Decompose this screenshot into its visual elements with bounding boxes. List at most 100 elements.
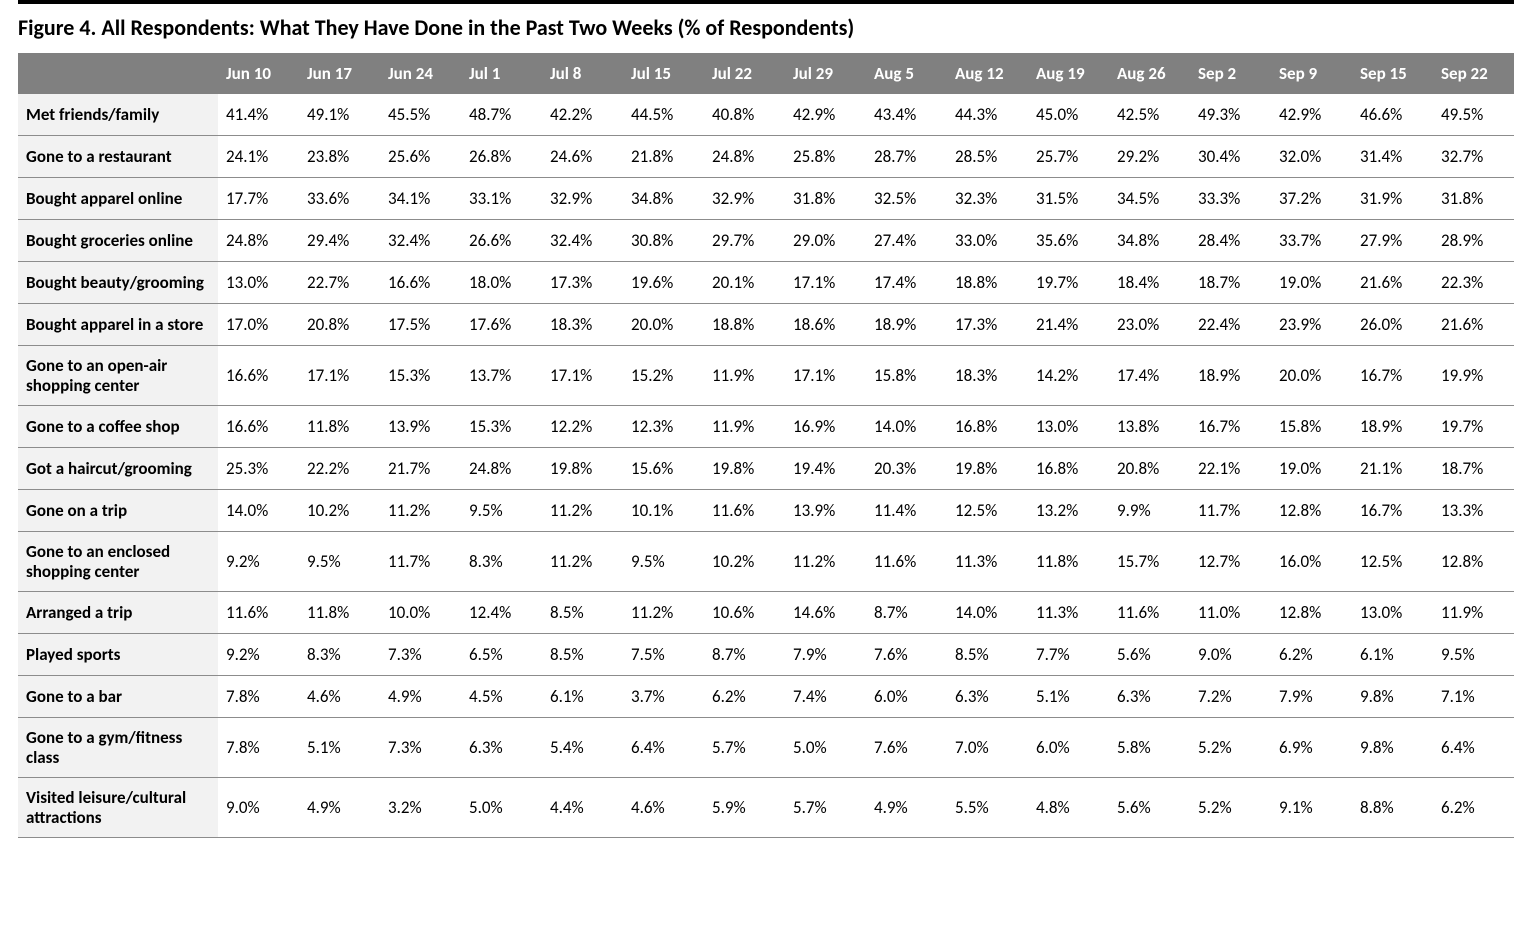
cell: 7.3% [380, 718, 461, 778]
cell: 26.0% [1352, 304, 1433, 346]
cell: 19.9% [1433, 346, 1514, 406]
cell: 17.3% [542, 262, 623, 304]
cell: 8.3% [299, 634, 380, 676]
cell: 20.3% [866, 448, 947, 490]
cell: 23.0% [1109, 304, 1190, 346]
cell: 44.5% [623, 94, 704, 136]
cell: 12.8% [1271, 592, 1352, 634]
cell: 48.7% [461, 94, 542, 136]
table-row: Bought beauty/grooming13.0%22.7%16.6%18.… [18, 262, 1514, 304]
cell: 19.4% [785, 448, 866, 490]
cell: 9.0% [1190, 634, 1271, 676]
row-label: Bought apparel online [18, 178, 218, 220]
cell: 20.1% [704, 262, 785, 304]
cell: 17.7% [218, 178, 299, 220]
cell: 4.8% [1028, 778, 1109, 838]
figure-title: Figure 4. All Respondents: What They Hav… [18, 14, 1514, 41]
figure-container: Figure 4. All Respondents: What They Hav… [0, 0, 1532, 862]
row-label: Met friends/family [18, 94, 218, 136]
row-label: Bought beauty/grooming [18, 262, 218, 304]
cell: 29.2% [1109, 136, 1190, 178]
cell: 8.5% [947, 634, 1028, 676]
cell: 15.6% [623, 448, 704, 490]
cell: 6.0% [866, 676, 947, 718]
cell: 33.3% [1190, 178, 1271, 220]
cell: 12.3% [623, 406, 704, 448]
cell: 4.4% [542, 778, 623, 838]
cell: 6.9% [1271, 718, 1352, 778]
row-label: Arranged a trip [18, 592, 218, 634]
cell: 31.5% [1028, 178, 1109, 220]
cell: 13.3% [1433, 490, 1514, 532]
cell: 13.8% [1109, 406, 1190, 448]
cell: 8.7% [866, 592, 947, 634]
cell: 6.4% [1433, 718, 1514, 778]
cell: 16.7% [1352, 490, 1433, 532]
cell: 37.2% [1271, 178, 1352, 220]
cell: 34.8% [1109, 220, 1190, 262]
column-header: Sep 15 [1352, 53, 1433, 94]
cell: 13.2% [1028, 490, 1109, 532]
cell: 18.8% [704, 304, 785, 346]
cell: 9.5% [299, 532, 380, 592]
cell: 29.4% [299, 220, 380, 262]
cell: 15.8% [866, 346, 947, 406]
cell: 14.0% [218, 490, 299, 532]
cell: 20.0% [623, 304, 704, 346]
cell: 30.4% [1190, 136, 1271, 178]
cell: 28.9% [1433, 220, 1514, 262]
cell: 20.8% [299, 304, 380, 346]
cell: 11.3% [1028, 592, 1109, 634]
cell: 6.5% [461, 634, 542, 676]
table-row: Bought groceries online24.8%29.4%32.4%26… [18, 220, 1514, 262]
row-label: Played sports [18, 634, 218, 676]
cell: 49.3% [1190, 94, 1271, 136]
cell: 15.2% [623, 346, 704, 406]
cell: 19.8% [704, 448, 785, 490]
table-row: Bought apparel in a store17.0%20.8%17.5%… [18, 304, 1514, 346]
cell: 25.3% [218, 448, 299, 490]
cell: 4.9% [866, 778, 947, 838]
cell: 32.7% [1433, 136, 1514, 178]
cell: 5.4% [542, 718, 623, 778]
cell: 27.4% [866, 220, 947, 262]
column-header: Jul 8 [542, 53, 623, 94]
cell: 5.2% [1190, 718, 1271, 778]
cell: 20.8% [1109, 448, 1190, 490]
table-row: Gone to a gym/fitness class7.8%5.1%7.3%6… [18, 718, 1514, 778]
cell: 29.0% [785, 220, 866, 262]
cell: 5.6% [1109, 634, 1190, 676]
cell: 9.0% [218, 778, 299, 838]
cell: 6.1% [1352, 634, 1433, 676]
cell: 16.6% [218, 346, 299, 406]
row-label: Gone to a bar [18, 676, 218, 718]
cell: 15.8% [1271, 406, 1352, 448]
cell: 24.1% [218, 136, 299, 178]
cell: 16.6% [218, 406, 299, 448]
cell: 11.2% [542, 490, 623, 532]
row-label: Got a haircut/grooming [18, 448, 218, 490]
cell: 11.2% [380, 490, 461, 532]
cell: 32.9% [542, 178, 623, 220]
cell: 31.9% [1352, 178, 1433, 220]
cell: 7.6% [866, 718, 947, 778]
table-row: Gone to an open-air shopping center16.6%… [18, 346, 1514, 406]
cell: 11.2% [542, 532, 623, 592]
table-row: Visited leisure/cultural attractions9.0%… [18, 778, 1514, 838]
cell: 43.4% [866, 94, 947, 136]
cell: 6.2% [1271, 634, 1352, 676]
cell: 7.9% [1271, 676, 1352, 718]
cell: 7.2% [1190, 676, 1271, 718]
cell: 16.9% [785, 406, 866, 448]
cell: 16.8% [947, 406, 1028, 448]
cell: 24.8% [704, 136, 785, 178]
cell: 6.1% [542, 676, 623, 718]
cell: 15.3% [380, 346, 461, 406]
column-header: Jun 17 [299, 53, 380, 94]
cell: 5.9% [704, 778, 785, 838]
cell: 23.8% [299, 136, 380, 178]
cell: 16.0% [1271, 532, 1352, 592]
cell: 16.7% [1190, 406, 1271, 448]
cell: 12.8% [1271, 490, 1352, 532]
cell: 11.6% [704, 490, 785, 532]
